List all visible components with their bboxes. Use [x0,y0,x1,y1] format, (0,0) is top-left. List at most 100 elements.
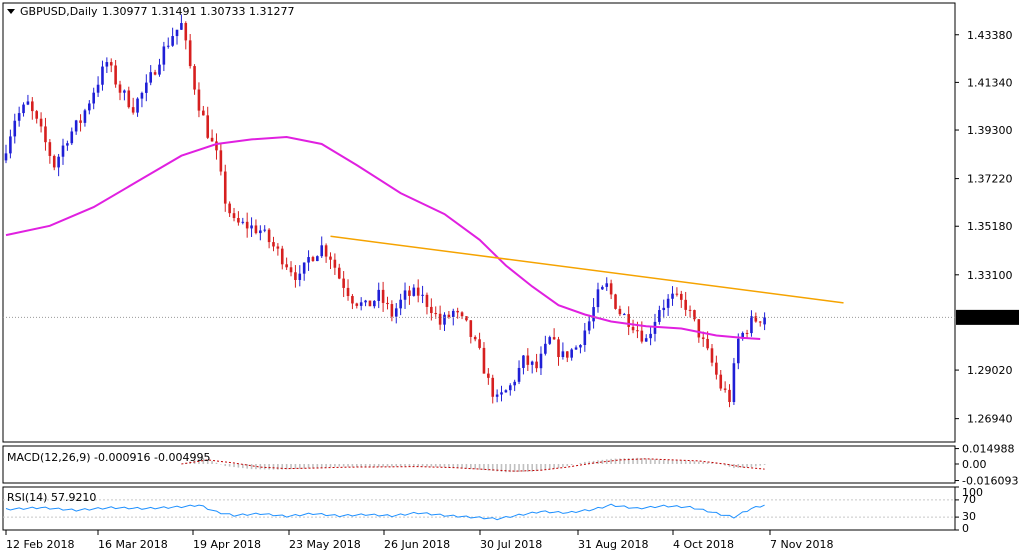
rsi-axis-label: 100 [962,486,983,499]
price-candle [447,311,451,319]
candle-body [614,294,617,309]
price-candle [697,319,701,343]
candle-body [368,300,372,307]
price-candle [215,133,218,160]
candle-body [465,316,468,321]
price-candle [17,106,21,127]
candle-body [105,62,109,67]
candle-body [592,307,595,322]
price-candle [434,306,438,319]
price-candle [728,384,731,408]
candle-body [399,299,402,309]
candle-body [693,310,696,320]
candle-body [131,107,135,113]
candle-body [88,103,91,111]
candle-body [596,289,600,308]
price-candle [574,345,578,350]
price-axis-label: 1.33100 [967,269,1013,282]
candle-body [653,321,657,334]
price-candle [158,58,161,77]
candle-body [329,256,332,260]
price-candle [465,316,468,322]
candle-body [412,287,416,296]
price-candle [184,21,188,50]
trendline [3,235,955,318]
dropdown-triangle-icon[interactable] [7,9,15,14]
price-candle [101,60,104,91]
candle-body [390,304,394,317]
price-candle [412,284,416,297]
price-candle [267,228,271,249]
price-candle [118,80,122,101]
price-candle [109,58,113,73]
price-axis-label: 1.41340 [967,76,1013,89]
price-candle [592,298,595,329]
price-candle [469,320,473,344]
candle-body [232,213,236,219]
price-candle [579,344,582,354]
candle-body [605,283,609,287]
price-candle [123,89,126,101]
candle-body [447,314,451,317]
price-candle [548,335,552,345]
price-candle [289,261,293,277]
candle-body [636,330,639,332]
candle-body [421,294,424,296]
price-candle [504,389,508,393]
price-candle [259,225,262,241]
candle-body [316,256,319,262]
candle-body [57,156,60,168]
price-candle [601,285,604,290]
candle-body [706,338,709,349]
candle-body [381,289,385,303]
price-candle [736,333,740,370]
candle-body [574,347,578,350]
candle-body [136,98,139,113]
price-candle [679,290,683,308]
candle-body [513,381,516,386]
price-candle [324,243,328,263]
candle-body [386,302,389,305]
candle-body [671,293,674,299]
price-candle [316,255,319,262]
price-candle [750,310,753,337]
price-candle [719,370,723,391]
candle-body [631,326,635,331]
price-candle [403,282,407,309]
candle-body [487,373,490,378]
price-candle [473,335,477,342]
price-candle [276,243,280,256]
candle-body [351,296,354,304]
candle-body [359,302,363,306]
price-candle [346,279,350,301]
candle-body [570,349,573,358]
price-candle [210,129,214,142]
candle-body [443,314,446,325]
candle-body [276,246,280,249]
price-candle [364,299,367,307]
candle-body [609,283,613,295]
price-candle [627,306,630,336]
candle-body [26,101,30,105]
candle-body [219,150,223,172]
candle-body [403,290,407,300]
price-candle [26,94,30,106]
price-candle [386,296,389,310]
moving-average [5,135,761,340]
candle-body [416,287,420,296]
price-candle [539,346,543,375]
current-price-tag: 1.31277 [956,309,1019,325]
price-candle [609,279,613,300]
moving-average-line [5,135,761,340]
price-candle [666,294,670,316]
candle-body [140,92,144,99]
price-candle [149,65,153,86]
price-candle [175,29,179,45]
price-candle [583,322,587,352]
ohlc-values: 1.30977 1.31491 1.30733 1.31277 [102,5,294,18]
price-axis-label: 1.35180 [967,220,1013,233]
candle-body [741,332,744,339]
candle-body [298,273,302,280]
price-candle [145,74,148,102]
